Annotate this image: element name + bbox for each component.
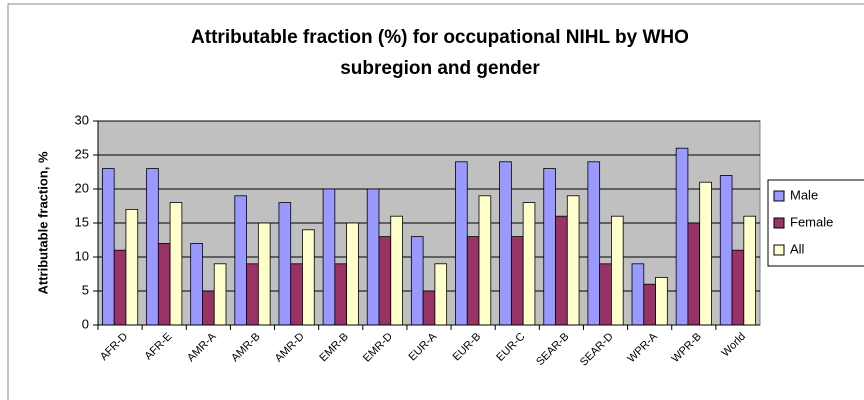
bar	[455, 161, 468, 326]
bar	[743, 215, 756, 326]
bar	[466, 236, 480, 326]
y-tick-label: 5	[82, 282, 89, 297]
bar	[157, 242, 171, 326]
bar	[322, 188, 336, 326]
bar	[246, 263, 259, 326]
legend-swatch	[773, 190, 785, 202]
legend-label: Male	[790, 187, 818, 202]
bar	[719, 174, 733, 326]
bar	[146, 168, 159, 326]
bar	[499, 161, 512, 326]
bar	[169, 202, 183, 326]
bar	[599, 263, 612, 326]
bar	[675, 147, 689, 326]
bar	[334, 263, 348, 326]
bar	[543, 168, 556, 326]
bar	[522, 202, 536, 326]
y-tick-label: 15	[75, 214, 89, 229]
legend-swatch	[773, 244, 785, 256]
bar	[290, 263, 303, 326]
bar	[125, 208, 139, 326]
legend-label: All	[790, 241, 805, 256]
y-tick-label: 25	[75, 146, 89, 161]
bar	[190, 242, 203, 326]
y-tick-label: 10	[75, 248, 89, 263]
bar	[655, 276, 668, 326]
y-tick-label: 0	[82, 316, 89, 331]
bar	[555, 215, 568, 326]
legend-label: Female	[790, 214, 833, 229]
bar	[587, 161, 601, 326]
bar	[566, 195, 580, 326]
bar	[234, 195, 247, 326]
y-tick-label: 30	[75, 112, 89, 127]
bar	[346, 222, 359, 326]
bar	[611, 215, 624, 326]
bar	[434, 263, 448, 326]
bar	[213, 263, 227, 326]
bar	[410, 236, 424, 326]
y-axis-title: Attributable fraction, %	[35, 151, 50, 294]
bar	[422, 290, 436, 326]
bar	[699, 181, 712, 326]
bar	[643, 283, 656, 326]
chart-title: Attributable fraction (%) for occupation…	[191, 27, 689, 48]
bar	[478, 195, 492, 326]
bar	[113, 249, 127, 326]
chart-title: subregion and gender	[340, 58, 540, 79]
bar	[378, 236, 392, 326]
y-tick-label: 20	[75, 180, 89, 195]
bar	[102, 168, 115, 326]
bar	[278, 202, 292, 326]
bar	[257, 222, 271, 326]
bar	[631, 263, 645, 326]
bar	[202, 290, 215, 326]
bar	[366, 188, 380, 326]
bar	[731, 249, 745, 326]
bar	[687, 222, 701, 326]
bar	[302, 229, 315, 326]
legend-swatch	[773, 217, 785, 229]
bar	[510, 236, 524, 326]
bar	[390, 215, 403, 326]
